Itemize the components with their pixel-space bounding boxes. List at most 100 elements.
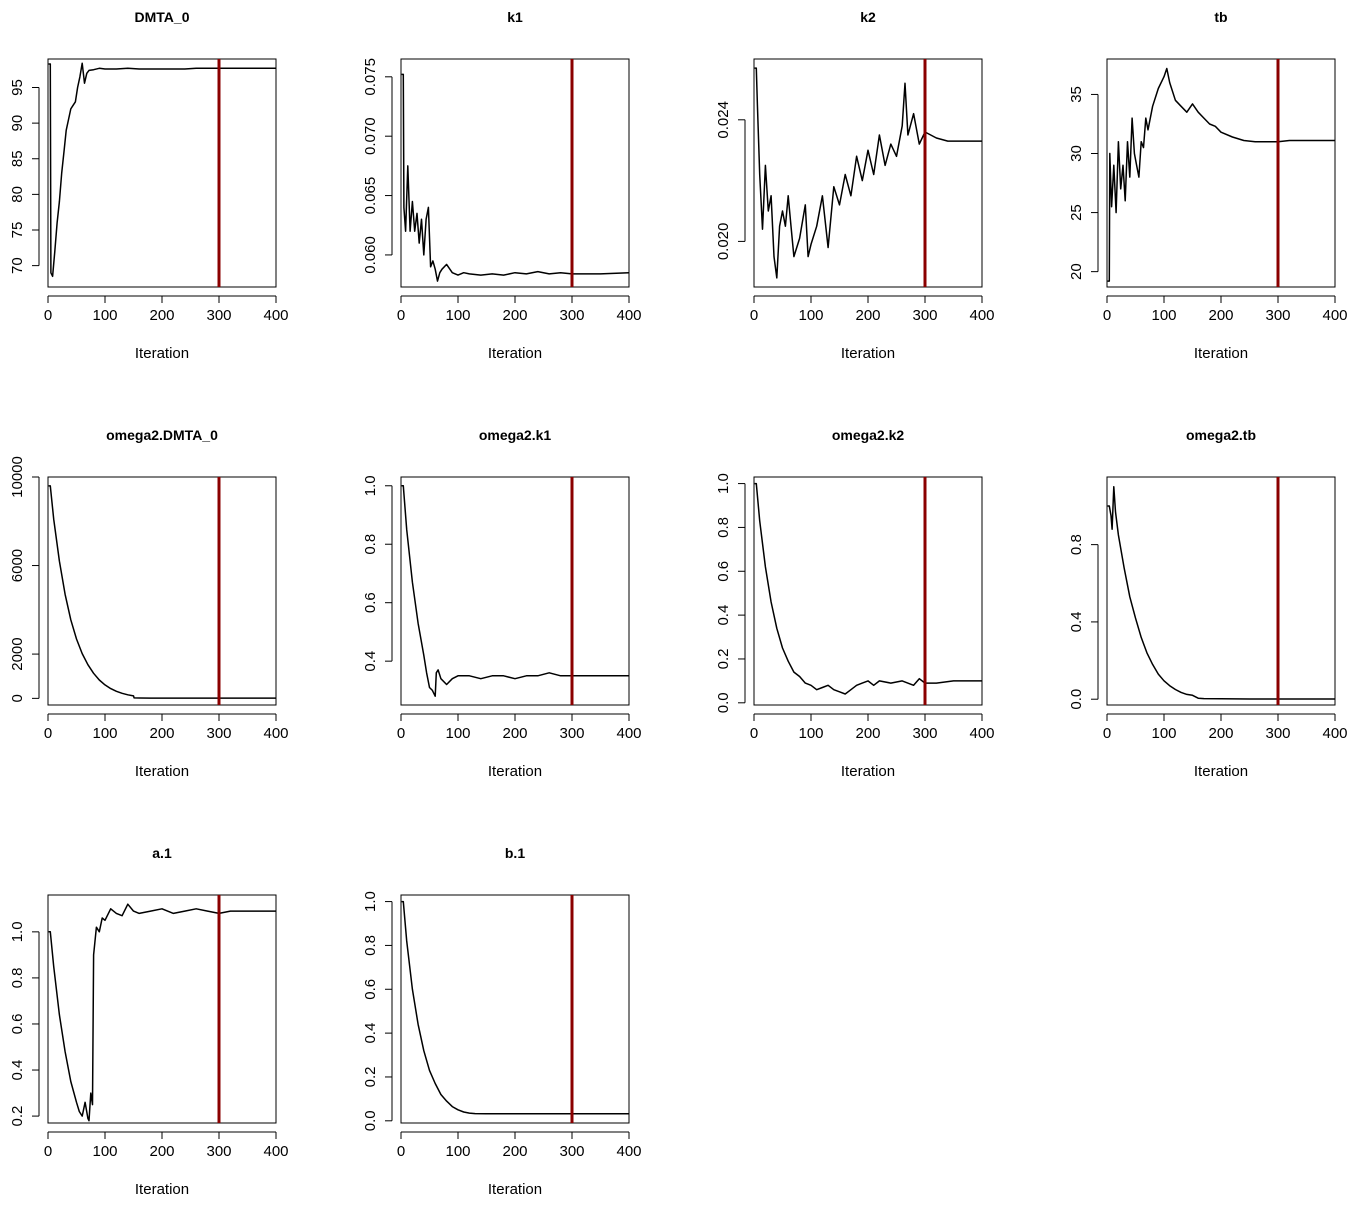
x-tick-label: 200 [502,307,527,324]
y-axis: 0.060 0.065 0.070 0.075 [362,58,393,274]
panel-omega2-tb: omega2.tb 0 100 200 300 400 Iteration 0.0 0.4 0.8 [1068,427,1348,780]
plot-box [1106,476,1336,706]
x-tick-label: 200 [502,1143,527,1160]
x-tick-label: 200 [855,725,880,742]
y-axis: 0.0 0.2 0.4 0.6 0.8 1.0 [362,891,393,1131]
y-tick-label: 0.8 [362,534,379,555]
y-tick-label: 75 [9,222,26,239]
y-tick-label: 10000 [9,456,26,498]
x-tick-label: 400 [969,307,994,324]
y-tick-label: 0.4 [1068,611,1085,632]
x-tick-label: 300 [559,725,584,742]
x-tick-label: 400 [1322,307,1347,324]
panel-k1: k10 100 200 300 400Iteration0.0600.0650.0700… [362,9,642,362]
x-tick-label: 300 [559,1143,584,1160]
y-tick-label: 0.0 [1068,689,1085,710]
y-tick-label: 0.6 [362,979,379,1000]
x-axis-label: Iteration [488,345,542,362]
plot-box [753,58,983,288]
y-tick-label: 0.0 [715,692,732,713]
x-axis: 0 100 200 300 400 [1103,295,1348,324]
y-tick-label: 1.0 [715,473,732,494]
y-tick-label: 0.0 [362,1110,379,1131]
y-tick-label: 0.4 [9,1060,26,1081]
panel-dmta-0: DMTA_0 0 100 200 300 400 Iteration 70 75 80 85 90 95 [9,9,289,362]
trace-line [48,62,276,278]
x-tick-label: 300 [206,307,231,324]
x-tick-label: 200 [1208,725,1233,742]
x-tick-label: 0 [750,725,758,742]
x-tick-label: 300 [206,1143,231,1160]
x-axis-label: Iteration [135,1181,189,1198]
x-tick-label: 100 [92,1143,117,1160]
x-tick-label: 0 [397,307,405,324]
y-tick-label: 0.8 [362,935,379,956]
x-tick-label: 0 [1103,307,1111,324]
y-tick-label: 25 [1068,204,1085,221]
y-tick-label: 70 [9,257,26,274]
y-tick-label: 35 [1068,86,1085,103]
plot-box [400,58,630,288]
y-tick-label: 0.6 [362,592,379,613]
x-tick-label: 300 [206,725,231,742]
y-tick-label: 0.8 [9,967,26,988]
x-tick-label: 400 [1322,725,1347,742]
y-tick-label: 0.8 [715,517,732,538]
trace-line [48,903,276,1122]
x-tick-label: 100 [445,307,470,324]
panel-omega2-dmta-0: omega2.DMTA_0 0 100 200 300 400 Iteration 0 2000… [9,427,289,780]
plot-box [1106,58,1336,288]
x-tick-label: 100 [798,307,823,324]
y-tick-label: 0.2 [9,1106,26,1127]
y-tick-label: 0.060 [362,236,379,274]
x-tick-label: 100 [92,307,117,324]
plot-box [400,476,630,706]
panel-a-1: a.1 0 100 200 300 400 Iteration 0.2 0.4 0.6 0.8 1.0 [9,845,289,1198]
x-tick-label: 400 [616,1143,641,1160]
panel-omega2-k2: omega2.k2 0 100 200 300 400 Iteration 0.0 0.2 0.4… [715,427,995,780]
y-tick-label: 0.4 [715,605,732,626]
plot-box [47,894,277,1124]
y-tick-label: 0 [9,694,26,702]
x-tick-label: 200 [149,307,174,324]
x-axis: 0 100 200 300 400 [44,295,289,324]
y-axis: 0.020 0.024 [715,101,746,260]
y-tick-label: 0.070 [362,117,379,155]
panel-title: omega2.k2 [832,427,905,443]
panel-title: tb [1214,9,1227,25]
y-tick-label: 0.6 [9,1014,26,1035]
panel-tb: tb 0 100 200 300 400 Iteration 20 25 30 35 [1068,9,1348,362]
x-tick-label: 0 [1103,725,1111,742]
y-tick-label: 0.075 [362,58,379,96]
x-tick-label: 200 [855,307,880,324]
x-axis-label: Iteration [1194,345,1248,362]
y-tick-label: 80 [9,186,26,203]
y-tick-label: 85 [9,150,26,167]
x-tick-label: 0 [397,725,405,742]
y-axis: 0.4 0.6 0.8 1.0 [362,475,393,672]
x-axis-label: Iteration [135,345,189,362]
x-axis-label: Iteration [841,345,895,362]
y-tick-label: 90 [9,115,26,132]
y-tick-label: 0.2 [362,1067,379,1088]
y-tick-label: 0.024 [715,101,732,139]
x-tick-label: 400 [263,1143,288,1160]
x-axis: 0 100 200 300 400 [750,295,995,324]
x-tick-label: 0 [44,307,52,324]
x-tick-label: 400 [616,725,641,742]
x-tick-label: 300 [912,725,937,742]
x-tick-label: 100 [445,1143,470,1160]
trace-line [48,485,276,699]
panel-title: k1 [507,9,523,25]
x-tick-label: 300 [912,307,937,324]
x-tick-label: 100 [798,725,823,742]
x-tick-label: 0 [44,725,52,742]
x-axis: 0 100 200 300 400 [750,713,995,742]
panel-omega2-k1: omega2.k1 0 100 200 300 400 Iteration 0.4 0.6 0.8… [362,427,642,780]
x-axis: 0 100 200 300 400 [44,713,289,742]
y-tick-label: 2000 [9,637,26,670]
x-tick-label: 300 [559,307,584,324]
x-axis: 0 100 200 300 400 [397,713,642,742]
panel-title: omega2.k1 [479,427,552,443]
panel-title: omega2.tb [1186,427,1256,443]
